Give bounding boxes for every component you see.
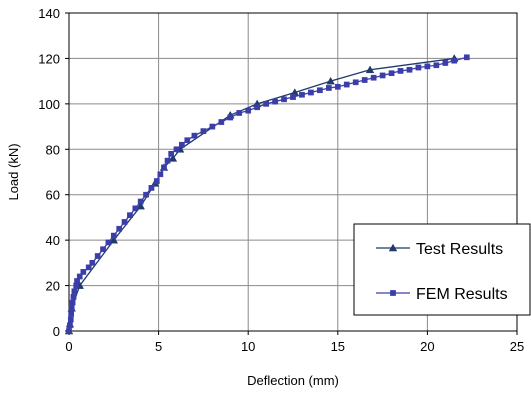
square-marker — [153, 178, 160, 184]
square-marker — [148, 185, 155, 191]
square-marker — [236, 110, 243, 116]
x-axis-label: Deflection (mm) — [247, 373, 339, 388]
square-marker — [68, 311, 75, 317]
square-marker — [263, 101, 269, 107]
square-marker — [299, 91, 305, 98]
square-marker — [308, 89, 314, 96]
legend-square-marker — [390, 290, 396, 296]
square-marker — [352, 79, 359, 86]
square-marker — [433, 62, 440, 69]
square-marker — [69, 299, 76, 306]
square-marker — [94, 253, 101, 259]
square-marker — [168, 150, 174, 157]
square-marker — [184, 137, 191, 144]
square-marker — [173, 146, 180, 153]
y-tick-label: 20 — [46, 279, 60, 294]
square-marker — [379, 72, 386, 79]
x-tick-label: 5 — [155, 339, 162, 354]
square-marker — [361, 77, 368, 83]
axes: 0 5 10 15 20 25 0 20 40 60 80 100 120 140 — [38, 6, 524, 354]
square-marker — [424, 63, 431, 70]
square-marker — [334, 83, 341, 90]
legend-label: Test Results — [416, 241, 503, 258]
legend-triangle-marker — [388, 243, 398, 252]
square-marker — [272, 98, 278, 105]
series-layer — [64, 54, 470, 335]
square-marker — [245, 107, 252, 114]
square-marker — [157, 171, 164, 178]
square-marker — [463, 54, 470, 61]
square-marker — [406, 66, 413, 73]
square-marker — [164, 157, 171, 164]
square-marker — [209, 123, 216, 130]
y-tick-label: 60 — [46, 188, 60, 203]
square-marker — [325, 85, 332, 91]
square-marker — [143, 191, 149, 198]
series-fem-results — [66, 54, 470, 334]
y-tick-label: 80 — [46, 142, 60, 157]
square-marker — [370, 74, 377, 81]
square-marker — [100, 246, 106, 253]
square-marker — [116, 225, 123, 232]
square-marker — [343, 81, 350, 88]
square-marker — [442, 60, 449, 66]
legend: Test Results FEM Results — [353, 223, 531, 316]
square-marker — [161, 164, 167, 171]
square-marker — [281, 96, 287, 103]
square-marker — [105, 239, 112, 246]
square-marker — [227, 114, 234, 121]
x-tick-label: 25 — [510, 339, 524, 354]
y-tick-label: 100 — [38, 97, 60, 112]
square-marker — [67, 322, 73, 329]
square-marker — [76, 273, 83, 280]
x-tick-label: 0 — [65, 339, 72, 354]
square-marker — [451, 57, 458, 64]
x-tick-label: 20 — [420, 339, 434, 354]
triangle-marker — [168, 154, 178, 162]
square-marker — [127, 212, 133, 219]
x-tick-label: 15 — [331, 339, 345, 354]
triangle-marker — [365, 65, 375, 74]
square-marker — [66, 328, 72, 334]
square-marker — [254, 104, 261, 111]
square-marker — [137, 198, 144, 205]
square-marker — [71, 288, 78, 295]
legend-label: FEM Results — [416, 286, 508, 303]
y-tick-label: 40 — [46, 233, 60, 248]
square-marker — [70, 294, 77, 300]
square-marker — [85, 264, 92, 271]
y-axis-label: Load (kN) — [6, 143, 21, 200]
square-marker — [179, 141, 185, 148]
square-marker — [200, 128, 207, 134]
square-marker — [290, 94, 296, 100]
triangle-marker — [136, 201, 145, 210]
triangle-marker — [326, 76, 335, 85]
square-marker — [397, 68, 404, 74]
x-tick-label: 10 — [241, 339, 255, 354]
square-marker — [415, 64, 422, 71]
square-marker — [67, 316, 74, 323]
square-marker — [68, 305, 75, 312]
square-marker — [132, 205, 139, 212]
square-marker — [388, 70, 395, 77]
square-marker — [191, 132, 198, 139]
square-marker — [89, 260, 96, 266]
square-marker — [218, 119, 225, 125]
y-tick-label: 0 — [53, 324, 60, 339]
y-tick-label: 140 — [38, 6, 60, 21]
square-marker — [80, 269, 87, 275]
legend-box — [353, 223, 531, 316]
plot-frame — [68, 12, 518, 332]
square-marker — [121, 219, 128, 225]
square-marker — [110, 232, 117, 239]
y-tick-label: 120 — [38, 51, 60, 66]
triangle-marker — [109, 235, 119, 244]
square-marker — [317, 87, 323, 94]
